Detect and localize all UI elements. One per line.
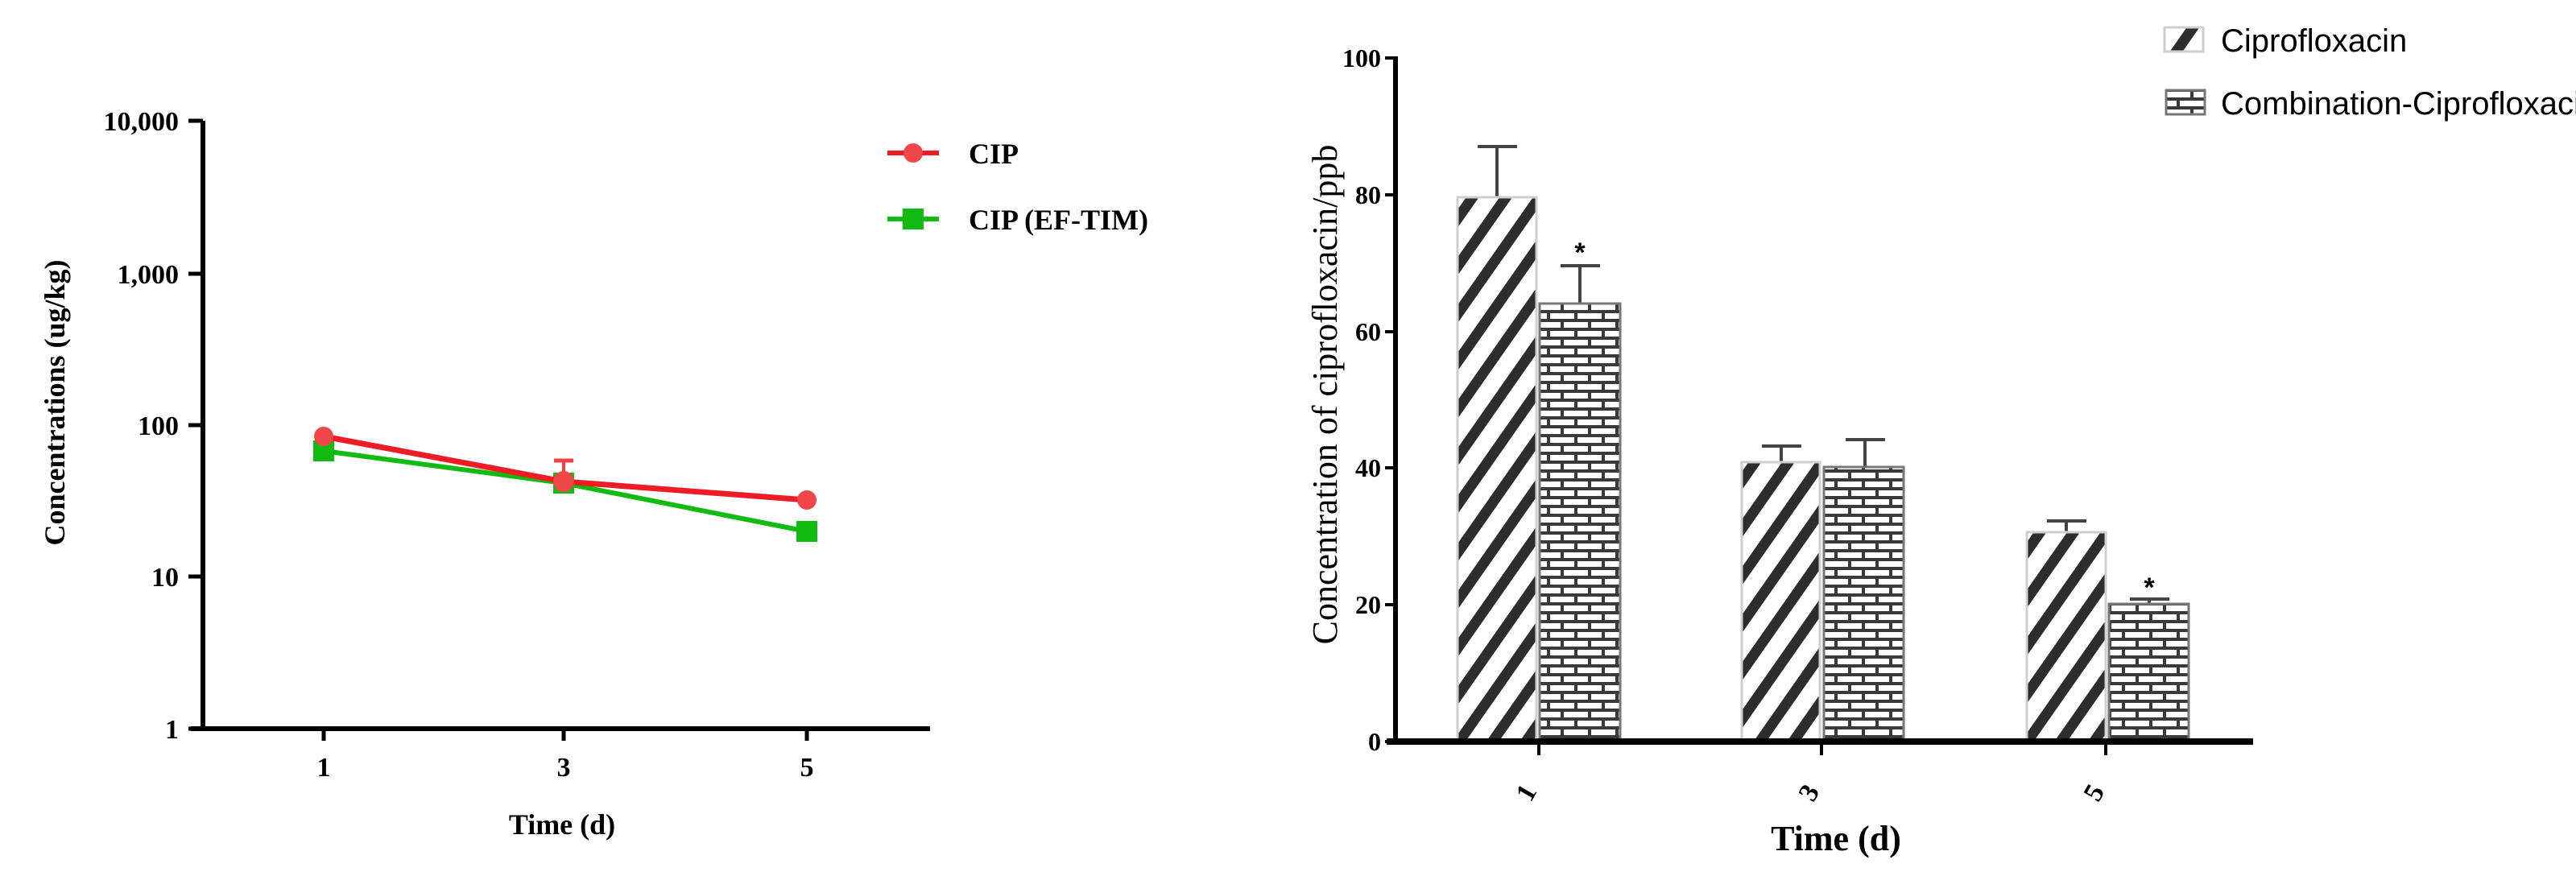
left-x-ticks <box>321 729 809 741</box>
legend-label: Ciprofloxacin <box>2221 23 2407 59</box>
bar-combination <box>1822 465 1905 743</box>
bar-ciprofloxacin <box>1740 461 1821 743</box>
bar-combination <box>2107 602 2190 743</box>
left-x-tick-label: 1 <box>317 753 331 783</box>
square-marker <box>796 521 817 542</box>
left-y-tick-label: 1,000 <box>118 260 180 290</box>
circle-marker <box>553 471 574 492</box>
stripes-swatch-icon <box>2163 26 2205 53</box>
right-y-ticks <box>1385 56 1396 743</box>
right-x-ticks <box>1537 742 2107 755</box>
left-y-tick-label: 10,000 <box>104 107 180 137</box>
right-y-axis-label: Concentration of ciprofloxacin/ppb <box>1305 145 1345 645</box>
bar-group-day-5: * <box>2025 519 2190 743</box>
right-y-tick-label: 20 <box>1355 590 1381 619</box>
circle-marker <box>797 490 817 510</box>
left-x-axis-label: Time (d) <box>509 808 615 841</box>
right-bar-chart: * * <box>1305 23 2576 858</box>
circle-marker-icon <box>903 143 923 163</box>
bar-combination <box>1538 302 1622 743</box>
brick-swatch-icon <box>2165 89 2206 116</box>
left-line-chart: 10,000 1,000 100 10 1 1 3 5 Time (d) Con… <box>39 107 1148 841</box>
series-cip <box>314 427 817 510</box>
legend-label: CIP <box>969 138 1019 170</box>
left-y-axis-label: Concentrations (ug/kg) <box>39 259 71 545</box>
significance-asterisk: * <box>1574 238 1586 268</box>
right-x-tick-label: 3 <box>1793 779 1826 806</box>
right-legend: Ciprofloxacin Combination-Ciprofloxacin <box>2163 23 2576 122</box>
right-x-tick-label: 1 <box>1511 779 1544 806</box>
left-y-tick-label: 10 <box>151 563 179 593</box>
legend-item-ciprofloxacin: Ciprofloxacin <box>2163 23 2407 59</box>
bar-ciprofloxacin <box>1456 196 1538 743</box>
square-marker-icon <box>903 209 924 229</box>
right-x-axis-label: Time (d) <box>1771 819 1901 858</box>
circle-marker <box>314 427 333 446</box>
bar-group-day-3 <box>1740 438 1905 743</box>
left-y-tick-label: 100 <box>138 411 179 441</box>
left-x-tick-label: 5 <box>800 753 814 783</box>
right-y-tick-label: 80 <box>1355 180 1381 209</box>
right-y-tick-label: 60 <box>1355 317 1381 346</box>
left-x-tick-label: 3 <box>557 753 571 783</box>
right-x-tick-label: 5 <box>2078 779 2111 806</box>
legend-item-combination-ciprofloxacin: Combination-Ciprofloxacin <box>2165 86 2576 122</box>
right-y-tick-label: 0 <box>1368 727 1381 756</box>
left-y-tick-label: 1 <box>165 715 179 745</box>
bar-group-day-1: * <box>1456 145 1622 743</box>
right-y-tick-label: 100 <box>1342 43 1381 72</box>
legend-label: Combination-Ciprofloxacin <box>2221 86 2576 122</box>
significance-asterisk: * <box>2144 572 2155 603</box>
bar-ciprofloxacin <box>2025 531 2107 743</box>
legend-label: CIP (EF-TIM) <box>969 204 1148 236</box>
legend-item-cip: CIP <box>887 138 1019 170</box>
right-y-tick-label: 40 <box>1355 453 1381 482</box>
legend-item-cip-ef-tim: CIP (EF-TIM) <box>887 204 1148 236</box>
left-y-ticks <box>188 118 203 731</box>
left-legend: CIP CIP (EF-TIM) <box>887 138 1148 236</box>
